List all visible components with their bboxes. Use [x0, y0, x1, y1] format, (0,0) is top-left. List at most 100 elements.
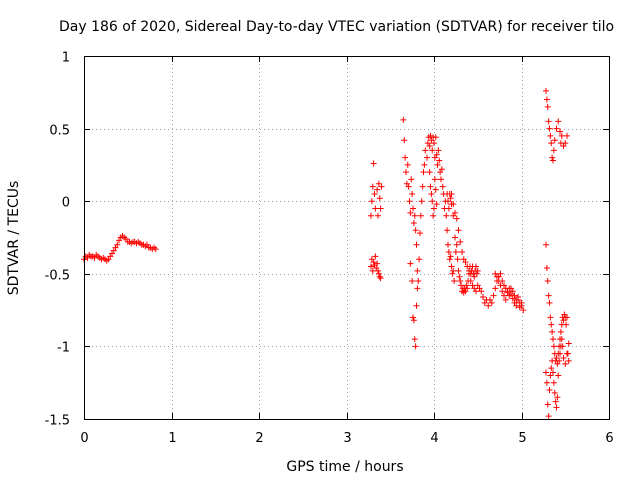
data-point — [543, 369, 549, 376]
data-point — [438, 176, 444, 183]
data-point — [548, 321, 555, 328]
data-point — [457, 278, 464, 285]
data-point — [432, 134, 439, 141]
y-tick-label: 0 — [62, 196, 70, 211]
data-point — [445, 205, 452, 212]
data-point — [554, 394, 561, 401]
data-point — [369, 183, 376, 190]
data-point — [462, 259, 469, 266]
y-tick-label: 0.5 — [49, 124, 70, 139]
data-point — [509, 295, 516, 302]
data-point — [452, 249, 459, 256]
data-point — [563, 321, 570, 328]
data-point — [547, 314, 554, 321]
data-point — [408, 176, 415, 183]
data-point — [455, 267, 462, 274]
data-point — [474, 267, 481, 274]
data-point — [370, 259, 377, 266]
data-point — [375, 267, 381, 274]
data-point — [412, 343, 419, 350]
data-point — [426, 143, 433, 150]
data-point — [376, 273, 383, 280]
x-tick-label: 0 — [80, 431, 88, 446]
data-point — [467, 278, 474, 285]
data-point — [499, 288, 506, 295]
x-tick-label: 6 — [605, 431, 613, 446]
data-point — [438, 166, 445, 173]
data-point — [543, 96, 550, 103]
data-point — [550, 369, 556, 376]
axis-ticks: 0 1 2 3 4 5 6 -1.5 -1 -0.5 0 0.5 1 — [45, 51, 614, 447]
data-point — [545, 292, 552, 299]
data-point — [401, 137, 408, 144]
data-point — [413, 241, 420, 248]
data-point — [552, 398, 559, 405]
data-point — [433, 151, 440, 158]
data-point — [549, 154, 556, 161]
plot-frame — [84, 56, 610, 420]
data-point — [419, 183, 426, 190]
data-point — [418, 198, 425, 205]
data-point — [506, 285, 513, 292]
data-point — [565, 357, 572, 364]
data-point — [377, 205, 384, 212]
data-point — [546, 125, 553, 132]
data-point — [545, 413, 552, 420]
data-point — [558, 336, 565, 343]
data-point — [485, 302, 492, 309]
data-point — [452, 234, 458, 241]
data-point — [457, 238, 464, 245]
data-point — [447, 253, 454, 260]
data-point — [414, 267, 421, 274]
data-point — [421, 161, 428, 168]
data-point — [434, 161, 441, 168]
data-points — [81, 87, 572, 420]
data-point — [405, 183, 412, 190]
data-point — [550, 343, 557, 350]
data-point — [448, 263, 455, 270]
data-point — [558, 132, 565, 139]
data-point — [435, 147, 442, 154]
data-point — [473, 263, 479, 270]
data-point — [370, 160, 377, 167]
data-point — [473, 288, 479, 295]
data-point — [411, 336, 418, 343]
data-point — [424, 154, 430, 161]
data-point — [407, 260, 414, 267]
data-point — [543, 264, 550, 271]
data-point — [463, 282, 470, 289]
data-point — [544, 401, 551, 408]
data-point — [152, 246, 159, 253]
data-point — [492, 285, 499, 292]
data-point — [403, 169, 409, 176]
data-point — [429, 147, 436, 154]
data-point — [375, 180, 382, 187]
x-axis-label: GPS time / hours — [286, 459, 403, 475]
data-point — [374, 186, 381, 193]
x-tick-label: 3 — [343, 431, 351, 446]
data-point — [369, 267, 376, 274]
data-point — [515, 296, 521, 303]
data-point — [564, 350, 570, 357]
data-point — [478, 288, 485, 295]
data-point — [561, 311, 568, 318]
data-point — [439, 183, 446, 190]
data-point — [557, 350, 563, 357]
data-point — [400, 116, 407, 123]
data-point — [436, 157, 443, 164]
data-point — [549, 328, 556, 335]
data-point — [409, 278, 416, 285]
data-point — [550, 147, 557, 154]
data-point — [455, 227, 462, 234]
data-point — [415, 278, 422, 285]
data-point — [562, 360, 569, 367]
y-tick-label: -1 — [57, 341, 70, 356]
data-point — [555, 372, 562, 379]
data-point — [412, 227, 419, 234]
data-point — [410, 317, 417, 324]
data-point — [497, 270, 504, 277]
data-point — [427, 183, 434, 190]
data-point — [564, 314, 570, 321]
data-point — [420, 169, 427, 176]
